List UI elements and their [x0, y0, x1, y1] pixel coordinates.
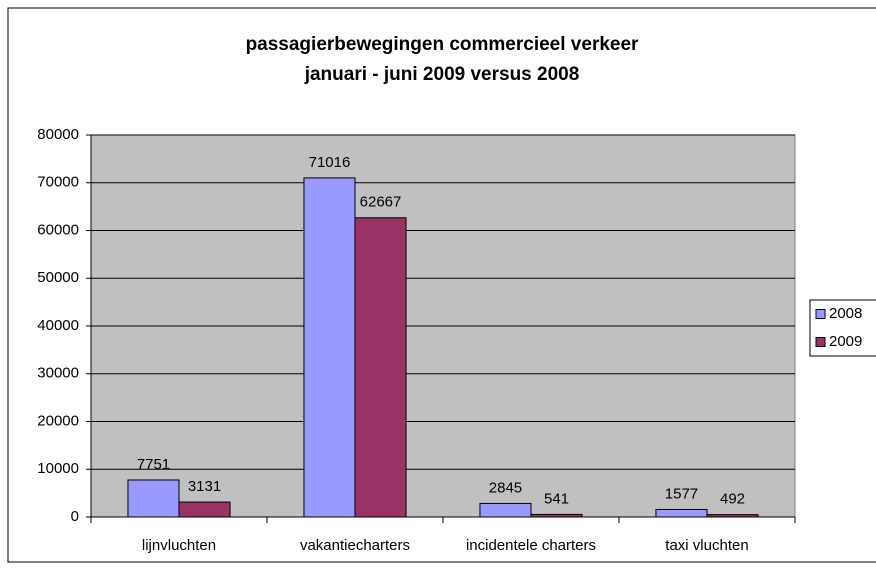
data-label: 3131	[188, 478, 221, 495]
y-tick-label: 80000	[37, 126, 79, 143]
y-tick-label: 40000	[37, 317, 79, 334]
x-tick-label: lijnvluchten	[142, 537, 216, 554]
legend-swatch	[815, 309, 826, 319]
data-label: 71016	[309, 154, 351, 171]
bar	[530, 513, 583, 518]
data-label: 2845	[489, 479, 522, 496]
chart-title: passagierbewegingen commercieel verkeer	[246, 34, 639, 55]
bar	[127, 479, 180, 518]
y-tick-label: 10000	[37, 460, 79, 477]
legend-swatch	[815, 337, 826, 347]
legend-label: 2008	[829, 305, 862, 322]
bar	[178, 501, 231, 518]
y-tick-label: 60000	[37, 221, 79, 238]
y-tick-label: 70000	[37, 174, 79, 191]
data-label: 62667	[360, 194, 402, 211]
legend-label: 2009	[829, 333, 862, 350]
y-tick-label: 20000	[37, 412, 79, 429]
chart-border	[7, 7, 876, 563]
data-label: 492	[720, 491, 745, 508]
bar	[479, 502, 532, 518]
bar	[706, 514, 759, 518]
chart-title: januari - juni 2009 versus 2008	[304, 64, 580, 85]
bar	[303, 177, 356, 518]
data-label: 1577	[665, 485, 698, 502]
bar	[354, 217, 407, 518]
y-tick-label: 50000	[37, 269, 79, 286]
y-tick-label: 30000	[37, 365, 79, 382]
bar	[655, 508, 708, 518]
x-tick-label: incidentele charters	[466, 537, 596, 554]
x-tick-label: taxi vluchten	[665, 537, 748, 554]
y-tick-label: 0	[71, 508, 79, 525]
data-label: 541	[544, 490, 569, 507]
data-label: 7751	[137, 456, 170, 473]
x-tick-label: vakantiecharters	[300, 537, 410, 554]
